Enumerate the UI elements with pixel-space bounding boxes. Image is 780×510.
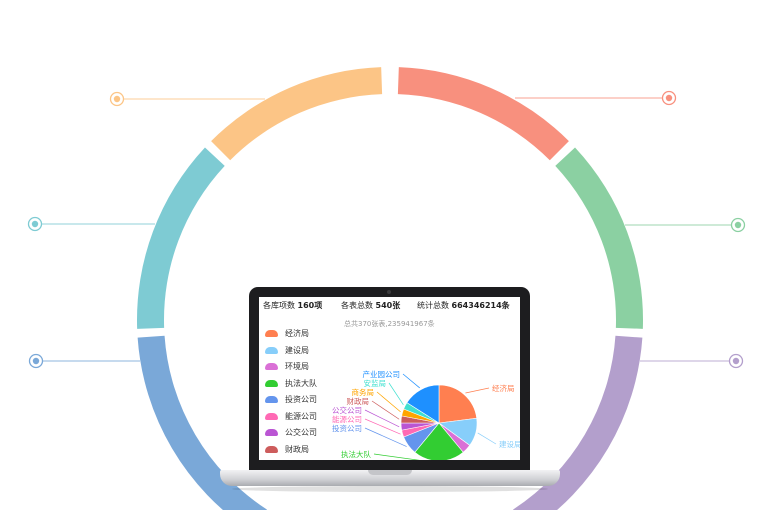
pie-label: 经济局 <box>492 383 515 393</box>
laptop-shadow <box>232 486 548 492</box>
stat-value: 664346214条 <box>451 301 510 310</box>
stat-item-tables: 各库项数 160项 <box>263 300 322 311</box>
legend-swatch <box>265 396 278 403</box>
legend-label: 公交公司 <box>285 428 317 437</box>
arc-segment-green <box>555 147 643 329</box>
laptop-screen: 各库项数 160项 各表总数 540张 统计总数 664346214条 总共37… <box>259 297 520 460</box>
arc-segment-blue <box>137 335 267 510</box>
connector-dot-core-green <box>734 221 742 229</box>
arc-segment-orange <box>211 67 383 161</box>
connector-dot-core-teal <box>31 220 39 228</box>
pie-label: 投资公司 <box>332 423 362 433</box>
pie-label-line <box>364 409 400 428</box>
stat-item-total: 各表总数 540张 <box>341 300 400 311</box>
stat-item-count: 统计总数 664346214条 <box>417 300 510 311</box>
chart-legend: 经济局建设局环境局执法大队投资公司能源公司公交公司财政局商务局 <box>263 327 343 460</box>
legend-swatch <box>265 445 278 453</box>
arc-segment-purple <box>513 335 643 510</box>
legend-item[interactable]: 公交公司 <box>263 426 343 443</box>
stats-bar: 各库项数 160项 各表总数 540张 统计总数 664346214条 <box>263 300 520 314</box>
pie-label-line <box>376 391 401 413</box>
legend-label: 建设局 <box>285 345 309 355</box>
legend-swatch <box>265 346 278 354</box>
legend-label: 经济局 <box>285 329 309 338</box>
pie-label-line <box>465 387 490 394</box>
pie-label: 公交公司 <box>332 405 362 415</box>
legend-swatch <box>265 412 278 420</box>
pie-label-line <box>477 432 497 445</box>
pie-slice[interactable] <box>414 422 464 460</box>
legend-item[interactable]: 建设局 <box>263 344 343 361</box>
legend-item[interactable]: 环境局 <box>263 360 343 377</box>
pie-label: 安监局 <box>364 378 387 388</box>
legend-item[interactable]: 经济局 <box>263 327 343 344</box>
pie-label: 商务局 <box>352 387 375 397</box>
pie-label: 财政局 <box>347 396 370 406</box>
laptop: 各库项数 160项 各表总数 540张 统计总数 664346214条 总共37… <box>249 287 530 470</box>
camera-icon <box>387 290 391 294</box>
pie-slice[interactable] <box>406 384 440 424</box>
laptop-base <box>220 470 560 486</box>
pie-label: 建设局 <box>499 439 520 449</box>
stat-label: 统计总数 <box>417 301 449 310</box>
legend-swatch <box>265 379 278 387</box>
legend-label: 执法大队 <box>285 378 317 388</box>
connector-dot-core-orange <box>113 95 121 103</box>
legend-label: 能源公司 <box>285 411 317 421</box>
stat-value: 160项 <box>297 301 323 310</box>
legend-label: 财政局 <box>285 444 309 454</box>
pie-label: 执法大队 <box>341 449 371 459</box>
legend-item[interactable]: 投资公司 <box>263 393 343 410</box>
pie-label: 产业园公司 <box>363 369 401 379</box>
stat-value: 540张 <box>375 301 401 310</box>
legend-swatch <box>265 330 278 337</box>
pie-slice[interactable] <box>438 384 478 424</box>
arc-segment-salmon <box>397 67 569 161</box>
legend-swatch <box>265 363 278 370</box>
pie-label-line <box>388 382 404 406</box>
legend-swatch <box>265 429 278 436</box>
legend-label: 投资公司 <box>285 395 317 404</box>
legend-item[interactable]: 财政局 <box>263 443 343 460</box>
stat-label: 各表总数 <box>341 301 373 310</box>
pie-label-line <box>364 418 401 435</box>
pie-label-line <box>402 373 420 389</box>
chart-subtitle: 总共370张表,235941967条 <box>344 320 435 328</box>
legend-label: 环境局 <box>285 362 309 371</box>
pie-label-line <box>373 453 420 460</box>
legend-item[interactable]: 执法大队 <box>263 377 343 394</box>
arc-segment-teal <box>137 147 225 329</box>
pie-label: 能源公司 <box>332 414 362 424</box>
pie-label-line <box>371 400 400 420</box>
connector-dot-core-salmon <box>665 94 673 102</box>
connector-dot-core-blue <box>32 357 40 365</box>
pie-label-line <box>364 427 407 447</box>
connector-dot-core-purple <box>732 357 740 365</box>
legend-item[interactable]: 能源公司 <box>263 410 343 427</box>
stat-label: 各库项数 <box>263 301 295 310</box>
laptop-notch <box>368 470 412 475</box>
